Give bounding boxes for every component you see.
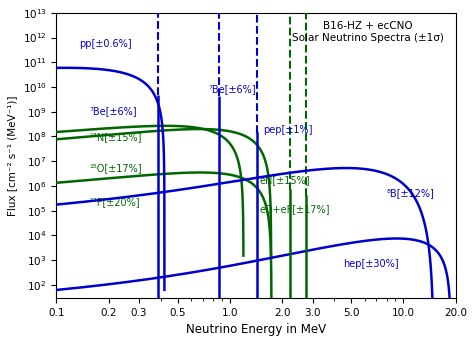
Text: ⁷Be[±6%]: ⁷Be[±6%] [89,106,137,116]
Text: eO+eF[±17%]: eO+eF[±17%] [259,204,330,214]
Text: ⁸B[±12%]: ⁸B[±12%] [386,188,434,198]
Text: hep[±30%]: hep[±30%] [343,259,399,269]
Text: ¹⁵O[±17%]: ¹⁵O[±17%] [89,164,142,174]
X-axis label: Neutrino Energy in MeV: Neutrino Energy in MeV [186,323,326,336]
Text: ¹⁷F[±20%]: ¹⁷F[±20%] [89,197,140,207]
Text: B16-HZ + ecCNO
Solar Neutrino Spectra (±1σ): B16-HZ + ecCNO Solar Neutrino Spectra (±… [292,21,444,43]
Text: ¹³N[±15%]: ¹³N[±15%] [89,132,142,142]
Text: pp[±0.6%]: pp[±0.6%] [79,39,131,49]
Text: pep[±1%]: pep[±1%] [263,125,312,135]
Y-axis label: Flux [cm⁻² s⁻¹ (MeV⁻¹)]: Flux [cm⁻² s⁻¹ (MeV⁻¹)] [7,95,17,215]
Text: ⁷Be[±6%]: ⁷Be[±6%] [208,84,256,94]
Text: eN[±15%]: eN[±15%] [259,175,310,185]
